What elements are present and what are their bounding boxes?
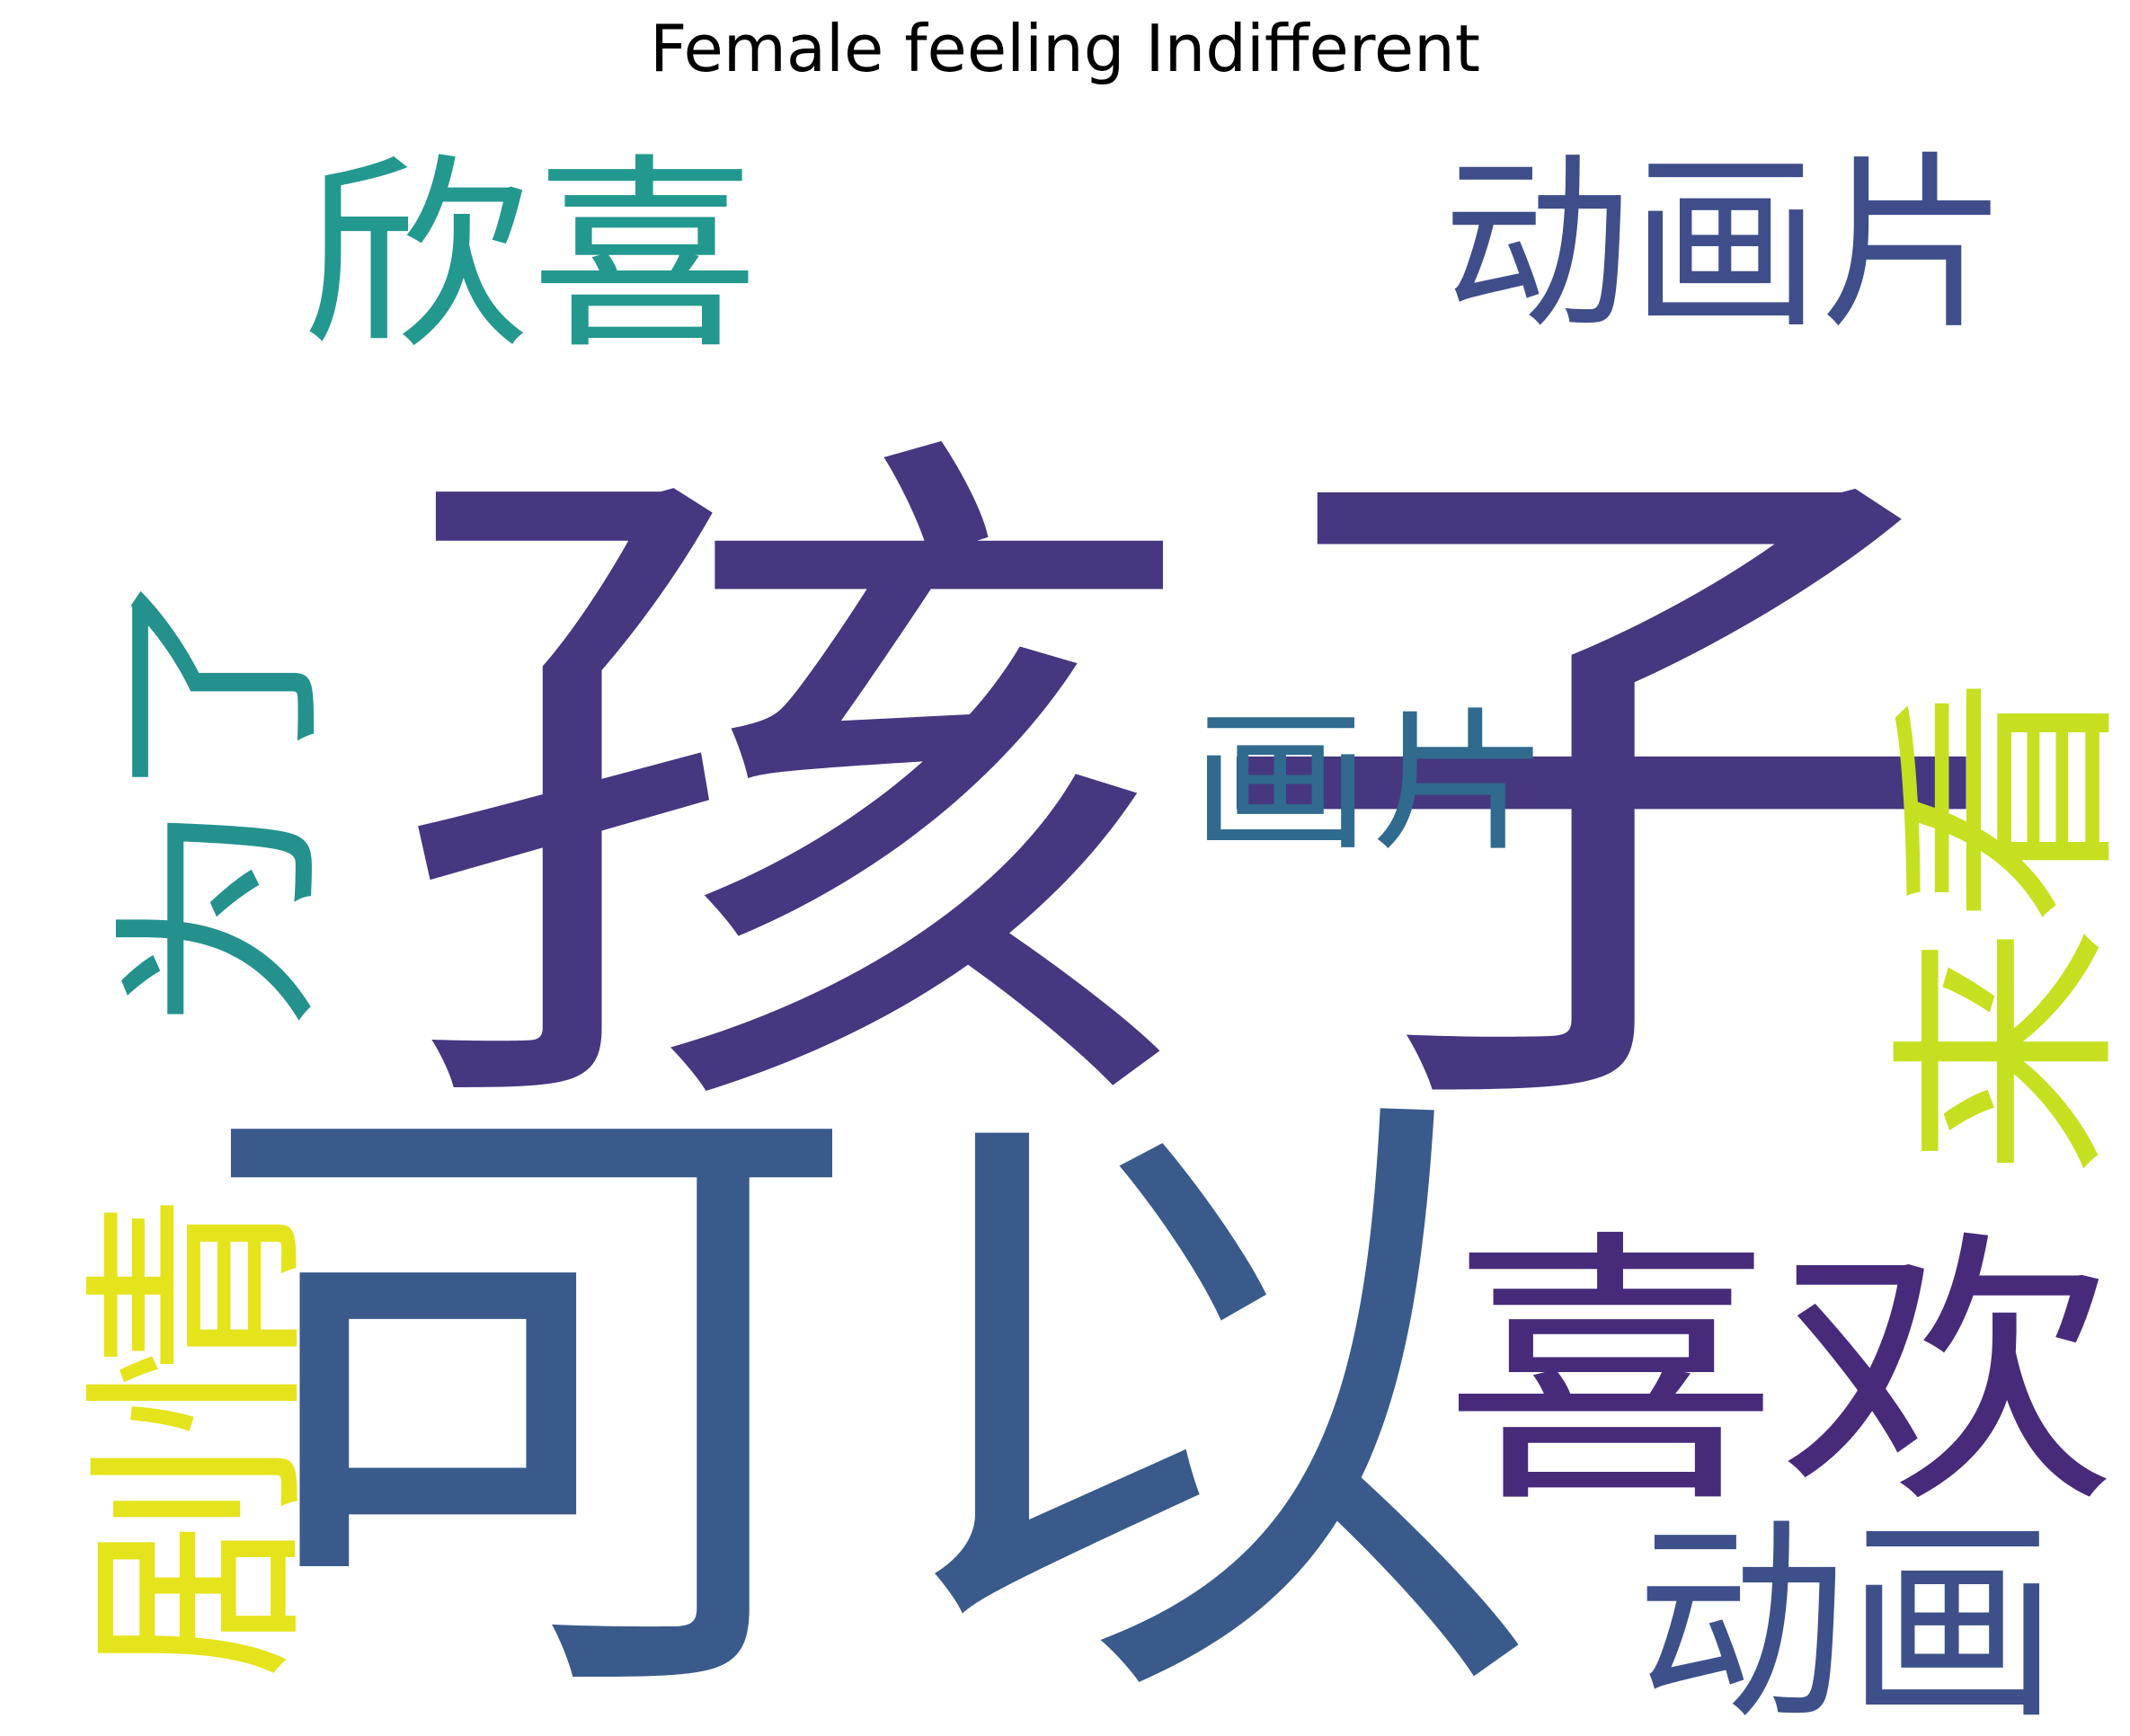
chart-title: Female feeling Indifferent: [649, 11, 1481, 86]
word-xinxi: 欣喜: [301, 137, 759, 377]
word-donghuapian: 动画片: [1442, 135, 2009, 355]
word-huapian: 画片: [1191, 695, 1550, 872]
word-keyi: 可以: [193, 1026, 1541, 1736]
word-juqing: 剧情: [67, 1195, 333, 1680]
word-donghua: 动画: [1636, 1498, 2058, 1736]
word-laikan: 来看: [1874, 674, 2130, 1177]
word-haizi: 孩子: [386, 383, 2004, 1199]
word-xihuan: 喜欢: [1442, 1208, 2117, 1542]
word-weile: 为了: [96, 566, 348, 1033]
word-cloud: 孩子 可以 喜欢 欣喜 动画片 画片 为了 来看 剧情 动画: [67, 135, 2130, 1736]
